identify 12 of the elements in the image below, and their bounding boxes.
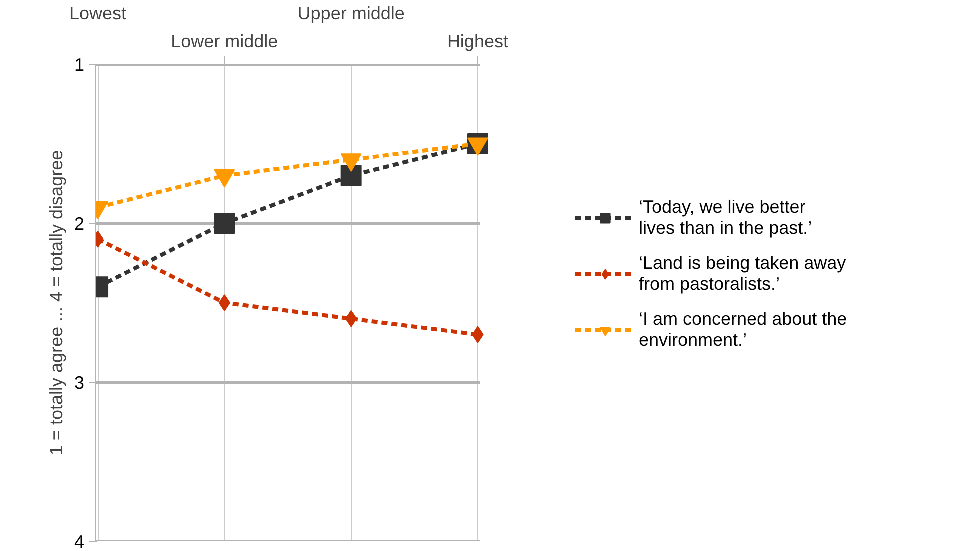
y-tick-label: 1 [74, 55, 85, 75]
legend-label: ‘Today, we live better lives than in the past.’ [639, 197, 812, 239]
y-axis-title: 1 = totally agree ... 4 = totally disagree [46, 150, 66, 456]
x-tick-label: Highest [447, 32, 508, 52]
y-tick-label: 3 [74, 373, 85, 393]
x-tick-label: Lower middle [171, 32, 278, 52]
y-tick-label: 4 [74, 532, 85, 551]
x-tick-label: Upper middle [298, 4, 405, 24]
legend-label: ‘Land is being taken away from pastoralists.’ [639, 253, 846, 295]
legend-label: ‘I am concerned about the environment.’ [639, 309, 848, 351]
x-tick-label: Lowest [70, 4, 127, 24]
y-tick-label: 2 [74, 214, 85, 234]
